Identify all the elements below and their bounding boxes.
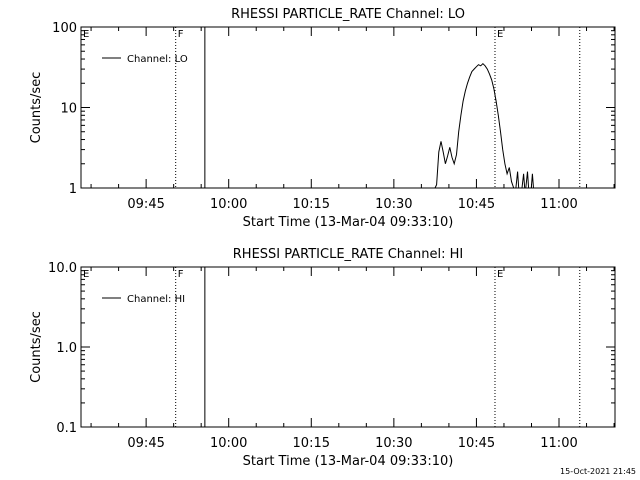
footer-timestamp: 15-Oct-2021 21:45: [560, 467, 636, 476]
panel-2-x-tick-label: 10:30: [375, 436, 412, 451]
panel-2-y-tick-label: 0.1: [56, 421, 77, 436]
panel-1-event-marker-label: E: [497, 29, 503, 40]
panel-2-x-axis-label: Start Time (13-Mar-04 09:33:10): [243, 454, 454, 469]
panel-2-y-tick-label: 10.0: [48, 261, 77, 276]
panel-1-y-tick-label: 1: [69, 182, 77, 197]
panel-2-x-tick-label: 10:00: [210, 436, 247, 451]
panel-2-x-tick-label: 10:15: [293, 436, 330, 451]
panel-1-event-marker-label: F: [178, 29, 184, 40]
panel-1-x-tick-label: 10:45: [458, 197, 495, 212]
panel-2-y-tick-label: 1.0: [56, 341, 77, 356]
panel-1-x-axis-label: Start Time (13-Mar-04 09:33:10): [243, 215, 454, 230]
panel-2-legend-label: Channel: HI: [127, 294, 185, 305]
panel-1-x-tick-label: 10:00: [210, 197, 247, 212]
panel-1-event-marker-label: E: [83, 29, 89, 40]
panel-1-title: RHESSI PARTICLE_RATE Channel: LO: [231, 7, 465, 22]
panel-2-title: RHESSI PARTICLE_RATE Channel: HI: [233, 247, 463, 262]
panel-1-x-tick-label: 10:15: [293, 197, 330, 212]
panel-1-x-tick-label: 10:30: [375, 197, 412, 212]
panel-2-x-tick-label: 11:00: [540, 436, 577, 451]
panel-2-event-marker-label: E: [497, 269, 503, 280]
panel-1-legend-label: Channel: LO: [127, 54, 188, 65]
panel-1-plot-frame: [80, 26, 616, 189]
panel-1-y-tick-label: 10: [60, 102, 77, 117]
panel-1-y-tick-label: 100: [52, 21, 77, 36]
panel-2-x-tick-label: 10:45: [458, 436, 495, 451]
panel-2-plot-frame: [80, 266, 616, 428]
panel-2-x-tick-label: 09:45: [127, 436, 164, 451]
panel-1-x-tick-label: 09:45: [127, 197, 164, 212]
panel-1-y-axis-label: Counts/sec: [29, 72, 44, 144]
panel-2-event-marker-label: E: [83, 269, 89, 280]
panel-1-x-tick-label: 11:00: [540, 197, 577, 212]
panel-2-y-axis-label: Counts/sec: [29, 311, 44, 383]
panel-1-series-line-1: [434, 63, 535, 189]
panel-2-event-marker-label: F: [178, 269, 184, 280]
